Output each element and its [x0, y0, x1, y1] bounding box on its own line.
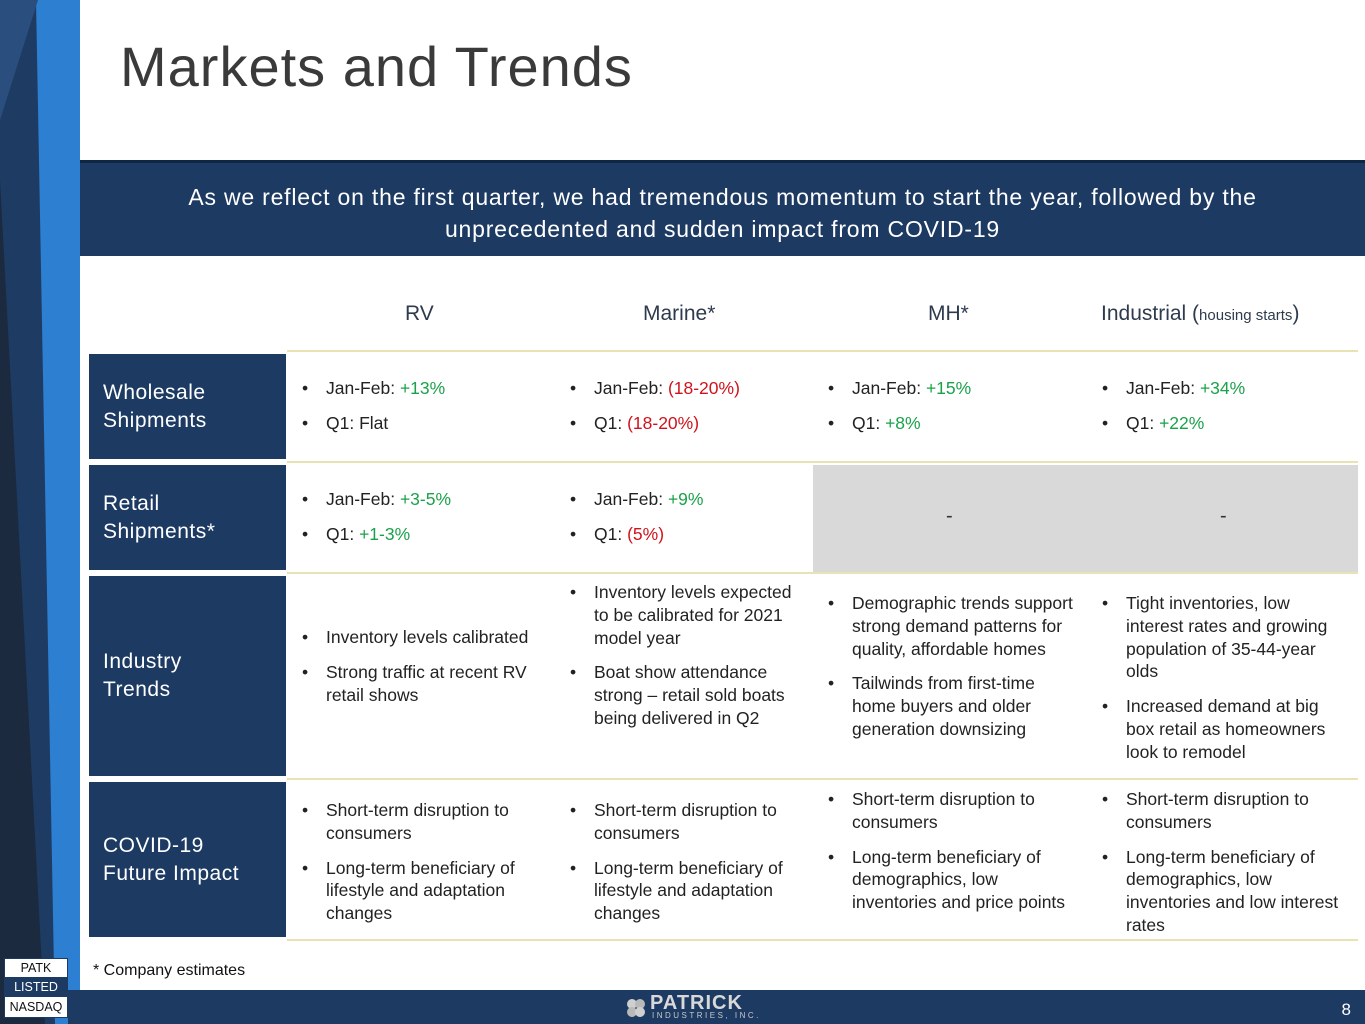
retail-industrial-dash: -: [1220, 505, 1227, 527]
list-item: Jan-Feb: +13%: [300, 377, 550, 400]
row-label-text: COVID-19 Future Impact: [103, 833, 240, 885]
list-item: Long-term beneficiary of lifestyle and a…: [300, 857, 545, 925]
column-header-marine: Marine*: [643, 302, 716, 325]
list-item: Inventory levels calibrated: [300, 626, 540, 649]
retail-na-block: [813, 465, 1358, 572]
row-label-wholesale: Wholesale Shipments: [89, 354, 286, 459]
covid-industrial-cell: Short-term disruption to consumers Long-…: [1100, 788, 1350, 937]
list-item: Increased demand at big box retail as ho…: [1100, 695, 1350, 763]
retail-marine-cell: Jan-Feb: +9% Q1: (5%): [568, 488, 808, 546]
column-header-rv: RV: [405, 302, 434, 325]
industrial-sublabel: housing starts: [1199, 307, 1293, 324]
list-item: Short-term disruption to consumers: [1100, 788, 1350, 834]
row-label-text: Industry Trends: [103, 650, 182, 701]
industrial-label: Industrial (: [1101, 302, 1200, 325]
list-item: Long-term beneficiary of demographics, l…: [1100, 846, 1350, 937]
row-label-retail: Retail Shipments*: [89, 465, 286, 570]
logo-subtext: INDUSTRIES, INC.: [652, 1011, 761, 1020]
list-item: Jan-Feb: +34%: [1100, 377, 1350, 400]
badge-ticker: PATK: [20, 961, 52, 975]
industry-industrial-cell: Tight inventories, low interest rates an…: [1100, 592, 1350, 764]
wholesale-mh-cell: Jan-Feb: +15% Q1: +8%: [826, 377, 1076, 435]
retail-mh-dash: -: [946, 505, 953, 527]
page-number: 8: [1341, 1000, 1351, 1019]
column-header-mh: MH*: [928, 302, 969, 325]
footnote: * Company estimates: [93, 962, 246, 979]
covid-marine-cell: Short-term disruption to consumers Long-…: [568, 799, 798, 925]
wholesale-industrial-cell: Jan-Feb: +34% Q1: +22%: [1100, 377, 1350, 435]
list-item: Tight inventories, low interest rates an…: [1100, 592, 1350, 683]
covid-mh-cell: Short-term disruption to consumers Long-…: [826, 788, 1076, 914]
list-item: Q1: +22%: [1100, 412, 1350, 435]
nasdaq-badge: PATK LISTED NASDAQ: [4, 958, 68, 1018]
list-item: Q1: (18-20%): [568, 412, 808, 435]
list-item: Jan-Feb: +3-5%: [300, 488, 550, 511]
list-item: Q1: Flat: [300, 412, 550, 435]
list-item: Inventory levels expected to be calibrat…: [568, 581, 808, 649]
banner-line-2: unprecedented and sudden impact from COV…: [444, 216, 1001, 242]
list-item: Long-term beneficiary of lifestyle and a…: [568, 857, 798, 925]
row-label-covid: COVID-19 Future Impact: [89, 782, 286, 937]
retail-rv-cell: Jan-Feb: +3-5% Q1: +1-3%: [300, 488, 550, 546]
wholesale-rv-cell: Jan-Feb: +13% Q1: Flat: [300, 377, 550, 435]
wholesale-marine-cell: Jan-Feb: (18-20%) Q1: (18-20%): [568, 377, 808, 435]
list-item: Q1: +1-3%: [300, 523, 550, 546]
industry-rv-cell: Inventory levels calibrated Strong traff…: [300, 626, 540, 706]
list-item: Jan-Feb: +9%: [568, 488, 808, 511]
logo-text: PATRICK: [650, 992, 743, 1014]
badge-listed: LISTED: [5, 977, 67, 997]
list-item: Q1: +8%: [826, 412, 1076, 435]
list-item: Jan-Feb: +15%: [826, 377, 1076, 400]
industrial-close: ): [1292, 302, 1300, 325]
row-label-text: Wholesale Shipments: [103, 380, 207, 432]
row-divider: [287, 939, 1358, 941]
company-logo: PATRICK INDUSTRIES, INC.: [624, 992, 774, 1022]
list-item: Short-term disruption to consumers: [300, 799, 545, 845]
covid-rv-cell: Short-term disruption to consumers Long-…: [300, 799, 545, 925]
left-decorative-bar: [0, 0, 80, 1024]
industry-mh-cell: Demographic trends support strong demand…: [826, 592, 1076, 741]
list-item: Strong traffic at recent RV retail shows: [300, 661, 540, 707]
list-item: Demographic trends support strong demand…: [826, 592, 1076, 660]
row-label-industry-trends: Industry Trends: [89, 576, 286, 776]
badge-exchange: NASDAQ: [9, 1000, 63, 1014]
list-item: Jan-Feb: (18-20%): [568, 377, 808, 400]
row-divider: [287, 778, 1358, 780]
page-title: Markets and Trends: [120, 35, 633, 98]
list-item: Boat show attendance strong – retail sol…: [568, 661, 808, 729]
list-item: Short-term disruption to consumers: [826, 788, 1076, 834]
list-item: Long-term beneficiary of demographics, l…: [826, 846, 1076, 914]
row-label-text: Retail Shipments*: [103, 491, 216, 543]
list-item: Q1: (5%): [568, 523, 808, 546]
footer-bar: [68, 990, 1365, 1024]
row-divider: [287, 350, 1358, 352]
list-item: Tailwinds from first-time home buyers an…: [826, 672, 1076, 740]
industry-marine-cell: Inventory levels expected to be calibrat…: [568, 581, 808, 730]
summary-banner: As we reflect on the first quarter, we h…: [80, 160, 1365, 256]
logo-leaf-icon: [627, 999, 645, 1017]
row-divider: [287, 572, 1358, 574]
row-divider: [287, 461, 1358, 463]
banner-line-1: As we reflect on the first quarter, we h…: [188, 184, 1257, 210]
list-item: Short-term disruption to consumers: [568, 799, 798, 845]
column-header-industrial: Industrial (housing starts): [1101, 302, 1299, 326]
